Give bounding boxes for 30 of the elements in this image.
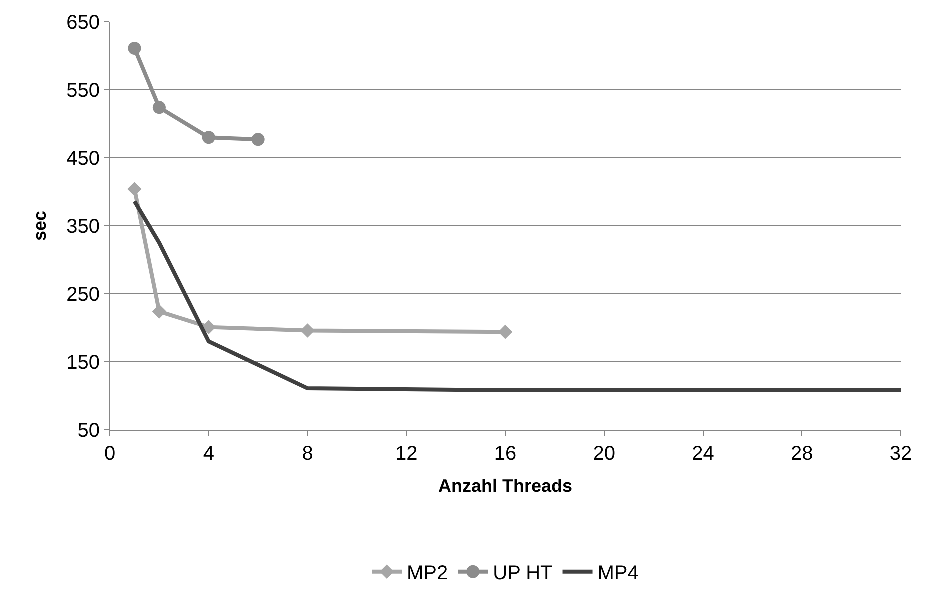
y-tick-label: 250 (66, 284, 100, 306)
line-series (132, 200, 901, 393)
y-tick-label: 550 (66, 80, 100, 102)
x-tick-label: 8 (302, 443, 314, 465)
point (152, 304, 167, 319)
y-tick-label: 150 (66, 352, 100, 374)
y-tick-label: 650 (66, 12, 100, 34)
legend-label: MP4 (598, 562, 639, 585)
x-tick-label: 16 (494, 443, 517, 465)
x-tick-label: 32 (890, 443, 912, 465)
x-tick-label: 20 (593, 443, 616, 465)
y-tick-label: 50 (78, 420, 100, 442)
y-axis-title: sec (30, 210, 50, 242)
x-tick-label: 12 (396, 443, 418, 465)
point (252, 133, 265, 146)
legend-label: MP2 (407, 562, 448, 585)
point (128, 42, 142, 56)
legend-label: UP HT (493, 562, 553, 585)
x-tick-label: 28 (791, 443, 814, 465)
point (128, 182, 142, 196)
x-tick-label: 4 (203, 443, 214, 465)
point (498, 324, 513, 340)
point (300, 324, 315, 338)
point (202, 131, 216, 144)
x-axis-title: Anzahl Threads (438, 476, 573, 496)
y-tick-label: 350 (66, 216, 100, 238)
x-tick-label: 24 (692, 443, 714, 465)
x-tick-label: 0 (104, 443, 116, 465)
y-tick-label: 450 (66, 148, 100, 170)
point (152, 101, 166, 114)
